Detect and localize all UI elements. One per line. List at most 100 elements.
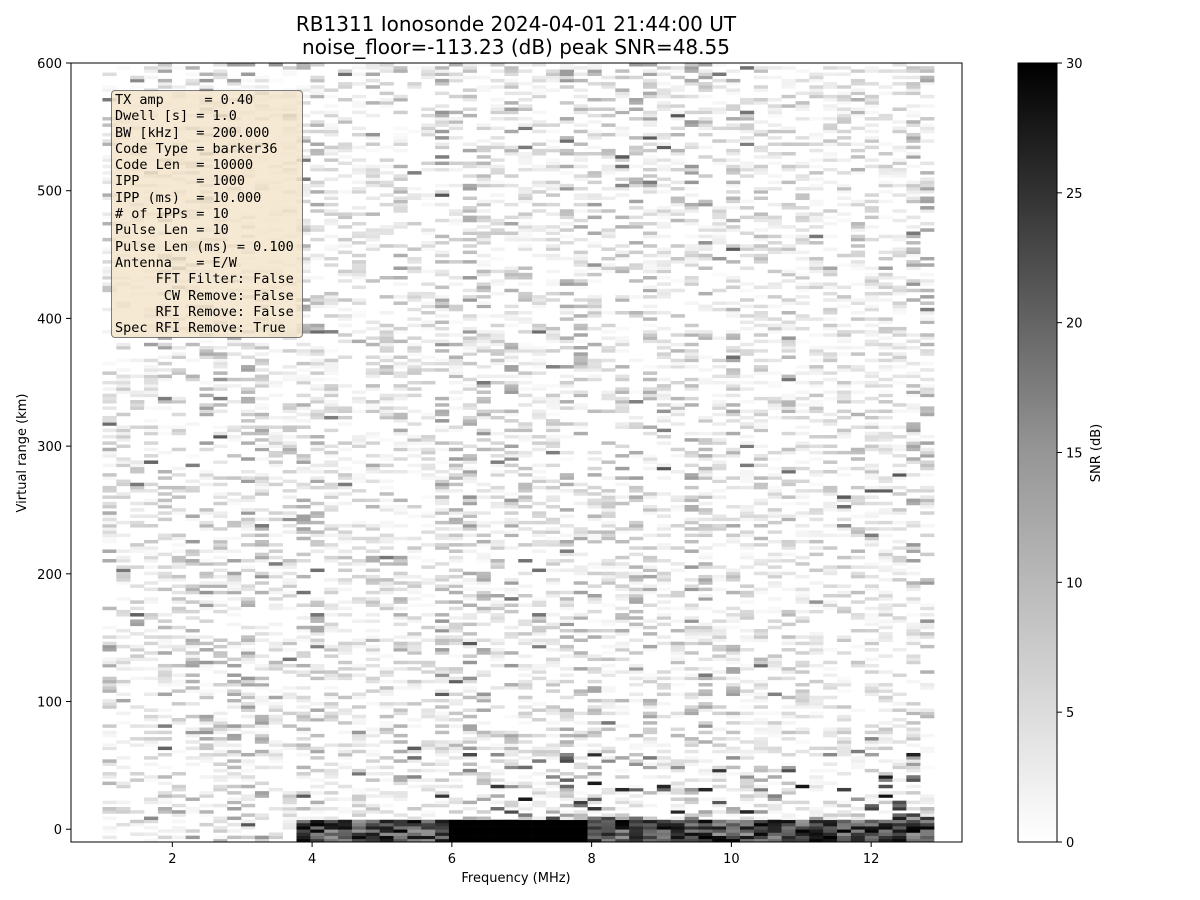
heatmap-cell xyxy=(435,829,450,833)
heatmap-cell xyxy=(712,797,727,801)
heatmap-cell xyxy=(670,495,685,499)
heatmap-cell xyxy=(629,622,644,627)
heatmap-cell xyxy=(587,113,602,118)
heatmap-cell xyxy=(213,718,228,722)
heatmap-cell xyxy=(504,578,519,582)
heatmap-cell xyxy=(518,584,533,588)
heatmap-cell xyxy=(642,148,658,153)
heatmap-cell xyxy=(573,552,588,557)
heatmap-cell xyxy=(518,819,533,824)
heatmap-cell xyxy=(656,132,672,137)
heatmap-cell xyxy=(656,622,672,627)
heatmap-cell xyxy=(476,822,491,827)
heatmap-cell xyxy=(462,342,477,347)
heatmap-cell xyxy=(379,714,394,719)
heatmap-cell xyxy=(642,390,658,394)
heatmap-cell xyxy=(379,469,394,474)
heatmap-cell xyxy=(629,63,644,67)
heatmap-cell xyxy=(712,406,727,410)
heatmap-cell xyxy=(532,142,547,146)
heatmap-cell xyxy=(393,641,408,646)
heatmap-cell xyxy=(379,295,394,299)
heatmap-cell xyxy=(351,714,367,719)
heatmap-cell xyxy=(407,307,422,312)
heatmap-cell xyxy=(227,622,242,627)
heatmap-cell xyxy=(338,117,353,121)
heatmap-cell xyxy=(254,517,270,522)
heatmap-cell xyxy=(448,374,464,379)
heatmap-cell xyxy=(740,772,755,776)
heatmap-cell xyxy=(379,819,394,824)
heatmap-cell xyxy=(642,323,658,328)
heatmap-cell xyxy=(185,657,200,662)
heatmap-cell xyxy=(698,705,713,709)
heatmap-cell xyxy=(656,419,672,423)
heatmap-cell xyxy=(559,256,574,261)
heatmap-cell xyxy=(712,209,727,213)
heatmap-cell xyxy=(629,593,644,598)
heatmap-cell xyxy=(573,832,588,836)
heatmap-cell xyxy=(365,733,380,738)
heatmap-cell xyxy=(601,705,616,709)
heatmap-cell xyxy=(490,361,505,366)
heatmap-cell xyxy=(407,393,422,398)
heatmap-cell xyxy=(656,762,672,766)
heatmap-cell xyxy=(144,539,159,544)
heatmap-cell xyxy=(532,835,547,840)
heatmap-cell xyxy=(268,431,283,436)
heatmap-cell xyxy=(144,657,159,662)
heatmap-cell xyxy=(462,597,477,601)
heatmap-cell xyxy=(587,826,602,830)
heatmap-cell xyxy=(448,638,464,642)
heatmap-cell xyxy=(642,425,658,429)
heatmap-cell xyxy=(559,406,574,410)
heatmap-cell xyxy=(421,450,436,455)
heatmap-cell xyxy=(490,838,505,843)
heatmap-cell xyxy=(102,171,117,175)
heatmap-cell xyxy=(213,727,228,732)
heatmap-cell xyxy=(656,253,672,258)
heatmap-cell xyxy=(518,466,533,471)
heatmap-cell xyxy=(476,730,491,735)
heatmap-cell xyxy=(726,260,741,264)
heatmap-cell xyxy=(726,571,741,576)
heatmap-cell xyxy=(185,72,200,77)
heatmap-cell xyxy=(504,826,519,830)
heatmap-cell xyxy=(351,206,367,210)
heatmap-cell xyxy=(490,562,505,566)
heatmap-cell xyxy=(448,72,464,77)
heatmap-cell xyxy=(698,772,713,776)
heatmap-cell xyxy=(684,387,699,391)
heatmap-cell xyxy=(116,533,131,538)
heatmap-cell xyxy=(227,590,242,595)
heatmap-cell xyxy=(559,778,574,782)
heatmap-cell xyxy=(421,711,436,716)
heatmap-cell xyxy=(545,291,561,296)
heatmap-cell xyxy=(698,721,713,725)
heatmap-cell xyxy=(462,527,477,531)
heatmap-cell xyxy=(393,282,408,286)
heatmap-cell xyxy=(545,123,561,127)
heatmap-cell xyxy=(601,749,616,754)
heatmap-cell xyxy=(407,361,422,366)
heatmap-cell xyxy=(324,692,339,697)
heatmap-cell xyxy=(102,807,117,811)
heatmap-cell xyxy=(573,355,588,359)
heatmap-cell xyxy=(227,613,242,617)
heatmap-cell xyxy=(435,705,450,709)
heatmap-cell xyxy=(407,349,422,353)
heatmap-cell xyxy=(144,730,159,735)
heatmap-cell xyxy=(740,288,755,293)
heatmap-cell xyxy=(296,838,311,843)
heatmap-cell xyxy=(740,97,755,102)
heatmap-cell xyxy=(642,231,658,235)
heatmap-cell xyxy=(102,250,117,255)
heatmap-cell xyxy=(379,415,394,420)
heatmap-cell xyxy=(338,819,353,824)
heatmap-cell xyxy=(310,396,325,401)
heatmap-cell xyxy=(227,571,242,576)
heatmap-cell xyxy=(310,441,325,445)
heatmap-cell xyxy=(448,123,464,127)
heatmap-cell xyxy=(379,524,394,528)
heatmap-cell xyxy=(587,562,602,566)
